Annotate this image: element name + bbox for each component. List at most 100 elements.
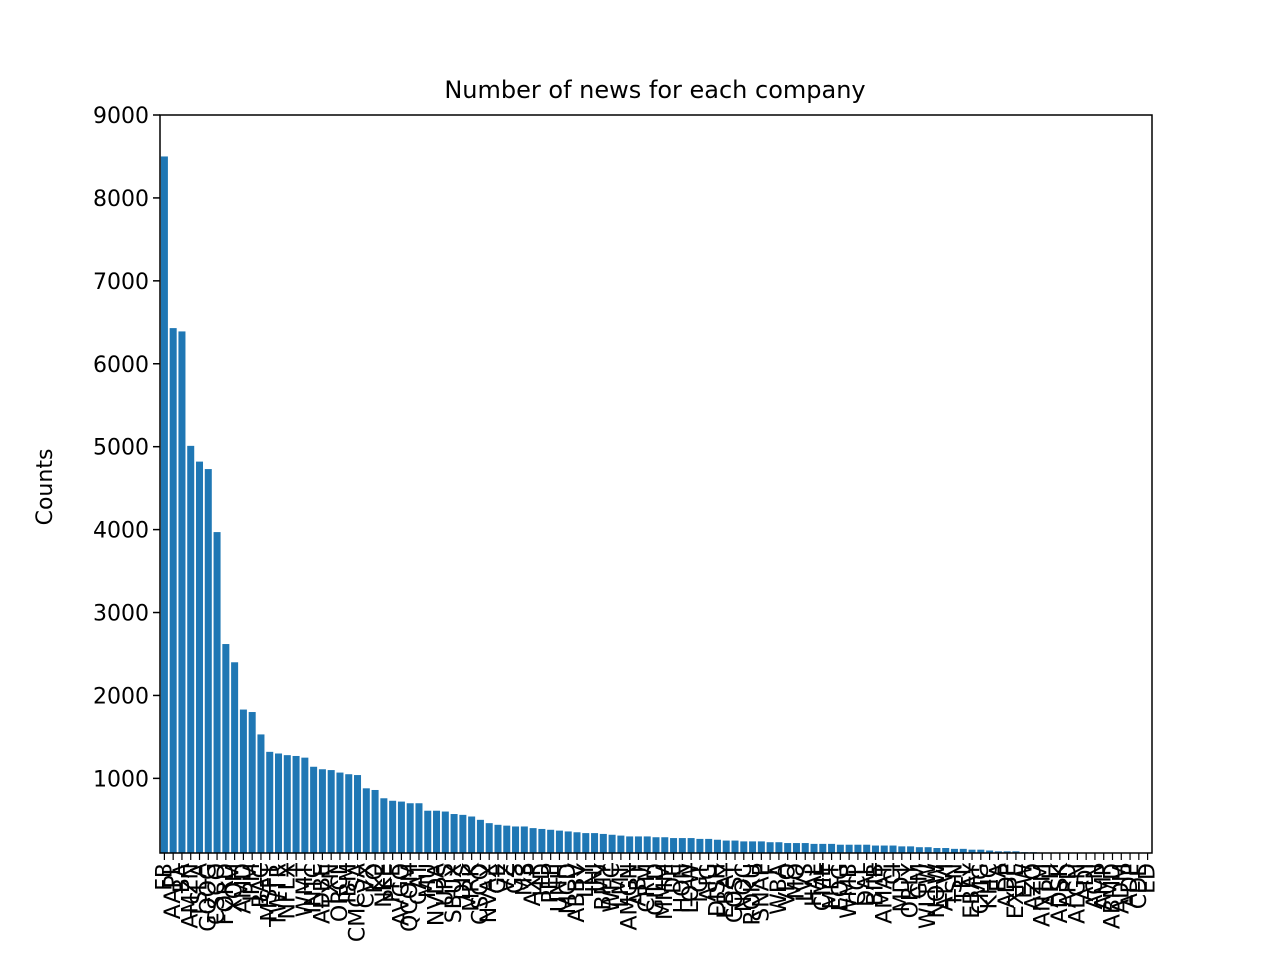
bar bbox=[890, 846, 897, 853]
y-tick-label: 4000 bbox=[93, 519, 149, 544]
bar bbox=[424, 811, 431, 853]
bar bbox=[407, 803, 414, 853]
bar bbox=[389, 801, 396, 853]
bar bbox=[670, 838, 677, 853]
y-tick-label: 5000 bbox=[93, 436, 149, 461]
bar bbox=[187, 446, 194, 853]
bar bbox=[696, 839, 703, 853]
y-tick-label: 3000 bbox=[93, 602, 149, 627]
bar bbox=[556, 831, 563, 853]
bar bbox=[609, 835, 616, 853]
bar bbox=[775, 842, 782, 853]
bar bbox=[310, 767, 317, 853]
bar bbox=[257, 734, 264, 853]
bar bbox=[811, 844, 818, 853]
bar bbox=[249, 712, 256, 853]
bar bbox=[740, 841, 747, 853]
bar bbox=[222, 644, 229, 853]
bars bbox=[161, 156, 1116, 853]
bar bbox=[161, 156, 168, 853]
bar bbox=[916, 847, 923, 853]
bar bbox=[705, 839, 712, 853]
y-tick-label: 2000 bbox=[93, 684, 149, 709]
bar bbox=[644, 836, 651, 853]
bar bbox=[494, 825, 501, 853]
y-tick-label: 1000 bbox=[93, 767, 149, 792]
bar bbox=[793, 843, 800, 853]
bar bbox=[538, 829, 545, 853]
bar bbox=[661, 837, 668, 853]
bar bbox=[170, 328, 177, 853]
bar bbox=[319, 769, 326, 853]
x-tick-label: ED bbox=[1136, 863, 1161, 894]
bar bbox=[547, 830, 554, 853]
bar bbox=[363, 788, 370, 853]
bar bbox=[714, 840, 721, 853]
bar bbox=[512, 826, 519, 853]
bar bbox=[477, 820, 484, 853]
bar bbox=[354, 775, 361, 853]
bar bbox=[240, 710, 247, 853]
bar bbox=[802, 843, 809, 853]
bar bbox=[398, 802, 405, 853]
bar bbox=[178, 331, 185, 853]
bar bbox=[846, 845, 853, 853]
bar bbox=[600, 834, 607, 853]
bar bbox=[442, 812, 449, 853]
bar bbox=[749, 841, 756, 853]
bar bbox=[573, 832, 580, 853]
bar bbox=[767, 842, 774, 853]
bar bbox=[284, 755, 291, 853]
bar bbox=[837, 845, 844, 853]
bar bbox=[688, 838, 695, 853]
bar bbox=[301, 758, 308, 853]
bar bbox=[372, 790, 379, 853]
bar bbox=[451, 814, 458, 853]
bar bbox=[345, 774, 352, 853]
bar bbox=[784, 843, 791, 853]
bar bbox=[591, 833, 598, 853]
bar bbox=[380, 798, 387, 853]
bar bbox=[433, 811, 440, 853]
bar bbox=[231, 662, 238, 853]
bar bbox=[872, 846, 879, 853]
bar bbox=[898, 846, 905, 853]
bar bbox=[679, 838, 686, 853]
bar bbox=[565, 831, 572, 853]
bar bbox=[881, 846, 888, 853]
bar bbox=[925, 847, 932, 853]
bar bbox=[863, 845, 870, 853]
bar bbox=[617, 836, 624, 853]
bar bbox=[486, 823, 493, 853]
bar bbox=[196, 462, 203, 853]
y-tick-label: 6000 bbox=[93, 353, 149, 378]
bar bbox=[468, 817, 475, 853]
chart-title: Number of news for each company bbox=[444, 76, 865, 104]
x-axis-ticks: FBAAPLBAAMZNTSLAGOOGCSCOFORDXOMAMDJPMBAC… bbox=[152, 853, 1160, 942]
bar bbox=[459, 815, 466, 853]
bar bbox=[828, 844, 835, 853]
bar bbox=[854, 845, 861, 853]
y-tick-label: 7000 bbox=[93, 270, 149, 295]
bar bbox=[732, 841, 739, 853]
bar bbox=[635, 836, 642, 853]
bar bbox=[626, 836, 633, 853]
y-tick-label: 8000 bbox=[93, 187, 149, 212]
bar bbox=[336, 773, 343, 853]
y-axis-ticks: 1000 2000 3000 4000 5000 6000 7000 8000 9000 bbox=[93, 104, 160, 792]
bar bbox=[907, 846, 914, 853]
y-axis-label: Counts bbox=[33, 449, 58, 526]
bar bbox=[530, 828, 537, 853]
plot-frame bbox=[160, 115, 1152, 853]
bar bbox=[275, 753, 282, 853]
y-tick-label: 9000 bbox=[93, 104, 149, 129]
bar bbox=[723, 841, 730, 853]
bar bbox=[415, 803, 422, 853]
bar bbox=[582, 833, 589, 853]
bar bbox=[328, 770, 335, 853]
bar bbox=[758, 841, 765, 853]
bar bbox=[521, 826, 528, 853]
bar bbox=[819, 844, 826, 853]
